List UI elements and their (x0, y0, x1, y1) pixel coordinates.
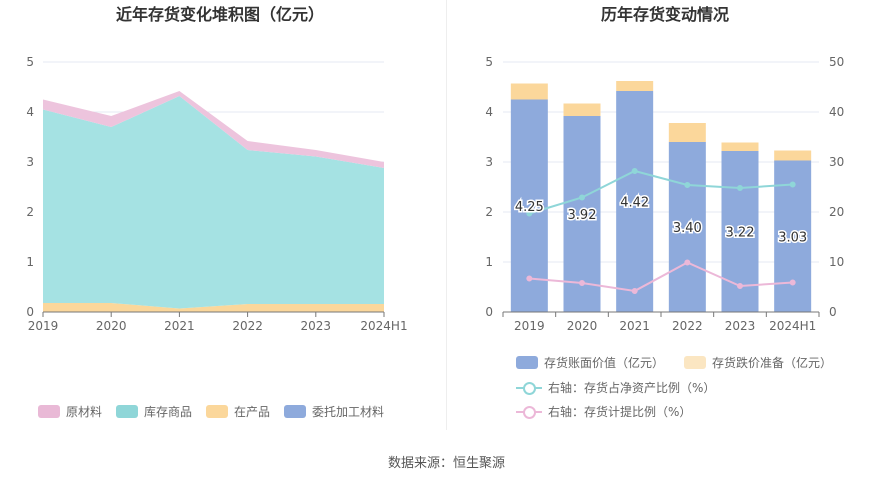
chart2-xtick-label: 2024H1 (769, 319, 816, 333)
point-ratio-net-assets (789, 181, 796, 188)
chart2-title: 历年存货变动情况 (601, 5, 729, 24)
bar-impairment (721, 142, 759, 151)
legend-swatch-impairment (684, 356, 707, 369)
chart1-ytick-label: 5 (26, 55, 34, 69)
legend-swatch-raw-materials (38, 405, 60, 418)
bar-book-value (563, 116, 601, 312)
chart2-left-ytick-label: 4 (485, 105, 493, 119)
chart2-left-ytick-label: 2 (485, 205, 493, 219)
legend-item-book-value[interactable]: 存货账面价值（亿元） (516, 354, 664, 371)
chart1-ytick-label: 2 (26, 205, 34, 219)
point-ratio-net-assets (579, 194, 585, 201)
point-ratio-net-assets (631, 168, 638, 174)
point-provision-ratio (526, 275, 533, 282)
inventory-stacked-area-chart: 近年存货变化堆积图（亿元） 0 1 2 3 4 5 2019 2020 2021 2022 2023… (26, 5, 407, 333)
chart2-left-ytick-label: 1 (485, 255, 493, 269)
chart2-left-ytick-label: 5 (485, 55, 493, 69)
bar-impairment (563, 103, 601, 116)
legend-swatch-provision-ratio (516, 405, 542, 419)
area-在产品 (43, 303, 384, 312)
chart2-legend-row2: 右轴：存货占净资产比例（%） (516, 379, 715, 396)
legend-item-finished-goods[interactable]: 库存商品 (116, 403, 192, 420)
bar-impairment (616, 81, 654, 91)
chart2-xtick-label: 2021 (619, 319, 650, 333)
legend-item-provision-ratio[interactable]: 右轴：存货计提比例（%） (516, 403, 691, 420)
chart2-legend-row1: 存货账面价值（亿元） 存货跌价准备（亿元） (516, 354, 832, 371)
chart2-right-ytick-label: 0 (829, 305, 837, 319)
bar-value-label: 4.42 (620, 196, 649, 211)
chart1-ytick-label: 1 (26, 255, 34, 269)
legend-label-ratio-net-assets: 右轴：存货占净资产比例（%） (548, 381, 716, 395)
legend-swatch-finished-goods (116, 405, 139, 418)
bar-value-label: 3.92 (568, 208, 597, 223)
chart1-ytick-label: 3 (26, 155, 34, 169)
area-库存商品 (43, 96, 384, 309)
line-provision-ratio (529, 261, 793, 293)
legend-swatch-wip (206, 405, 229, 418)
bar-value-label: 3.40 (673, 221, 702, 236)
inventory-change-bar-chart: 历年存货变动情况 4.25 3.92 4.42 3.40 3.22 3.03 0 1 2 3 4 5… (485, 5, 844, 333)
legend-label-raw-materials: 原材料 (66, 405, 103, 419)
point-provision-ratio (789, 279, 796, 286)
point-provision-ratio (684, 259, 691, 266)
legend-swatch-ratio-net-assets (516, 381, 542, 395)
bar-book-value (616, 91, 654, 312)
chart2-right-ytick-label: 10 (829, 255, 844, 269)
chart2-xtick-label: 2023 (725, 319, 756, 333)
bar-value-label: 3.22 (726, 226, 755, 241)
chart2-left-ytick-label: 0 (485, 305, 493, 319)
legend-item-raw-materials[interactable]: 原材料 (38, 403, 102, 420)
chart2-left-ytick-label: 3 (485, 155, 493, 169)
chart1-xtick-label: 2022 (232, 319, 263, 333)
legend-swatch-book-value (516, 356, 538, 369)
legend-item-wip[interactable]: 在产品 (206, 403, 270, 420)
chart1-title: 近年存货变化堆积图（亿元） (116, 5, 324, 24)
chart1-ytick-label: 0 (26, 305, 34, 319)
chart2-xtick-label: 2019 (514, 319, 545, 333)
bar-value-label: 4.25 (515, 200, 544, 215)
chart1-xtick-label: 2020 (96, 319, 127, 333)
point-ratio-net-assets (684, 182, 691, 188)
bar-impairment (510, 83, 548, 100)
chart2-right-ytick-label: 40 (829, 105, 844, 119)
legend-item-impairment[interactable]: 存货跌价准备（亿元） (684, 354, 832, 371)
bar-impairment (668, 123, 706, 142)
chart2-right-ytick-label: 50 (829, 55, 844, 69)
chart1-xtick-label: 2021 (164, 319, 195, 333)
area-原材料 (43, 91, 384, 168)
chart2-right-ytick-label: 20 (829, 205, 844, 219)
bar-value-label: 3.03 (778, 230, 807, 245)
data-source: 数据来源：恒生聚源 (387, 456, 505, 471)
bar-book-value (668, 142, 706, 312)
bar-impairment (774, 150, 812, 161)
legend-label-consigned-materials: 委托加工材料 (312, 405, 385, 419)
point-ratio-net-assets (526, 210, 533, 217)
panel-divider (446, 0, 447, 430)
legend-item-consigned-materials[interactable]: 委托加工材料 (284, 403, 384, 420)
chart2-xtick-label: 2022 (672, 319, 703, 333)
chart1-xtick-label: 2024H1 (360, 319, 407, 333)
chart1-legend: 原材料 库存商品 在产品 委托加工材料 (38, 403, 384, 420)
point-ratio-net-assets (737, 185, 743, 191)
point-provision-ratio (579, 280, 585, 286)
chart1-xtick-label: 2019 (28, 319, 59, 333)
legend-label-finished-goods: 库存商品 (144, 405, 193, 419)
chart2-xtick-label: 2020 (567, 319, 598, 333)
legend-item-ratio-net-assets[interactable]: 右轴：存货占净资产比例（%） (516, 379, 715, 396)
legend-swatch-consigned-materials (284, 405, 307, 418)
line-ratio-net-assets (529, 169, 793, 215)
legend-label-wip: 在产品 (234, 405, 271, 419)
point-provision-ratio (631, 288, 638, 294)
chart2-legend-row3: 右轴：存货计提比例（%） (516, 403, 691, 420)
chart1-ytick-label: 4 (26, 105, 34, 119)
chart1-xtick-label: 2023 (301, 319, 332, 333)
legend-label-provision-ratio: 右轴：存货计提比例（%） (548, 405, 692, 419)
legend-label-book-value: 存货账面价值（亿元） (544, 356, 665, 370)
chart2-right-ytick-label: 30 (829, 155, 844, 169)
point-provision-ratio (737, 283, 743, 289)
legend-label-impairment: 存货跌价准备（亿元） (712, 356, 833, 370)
